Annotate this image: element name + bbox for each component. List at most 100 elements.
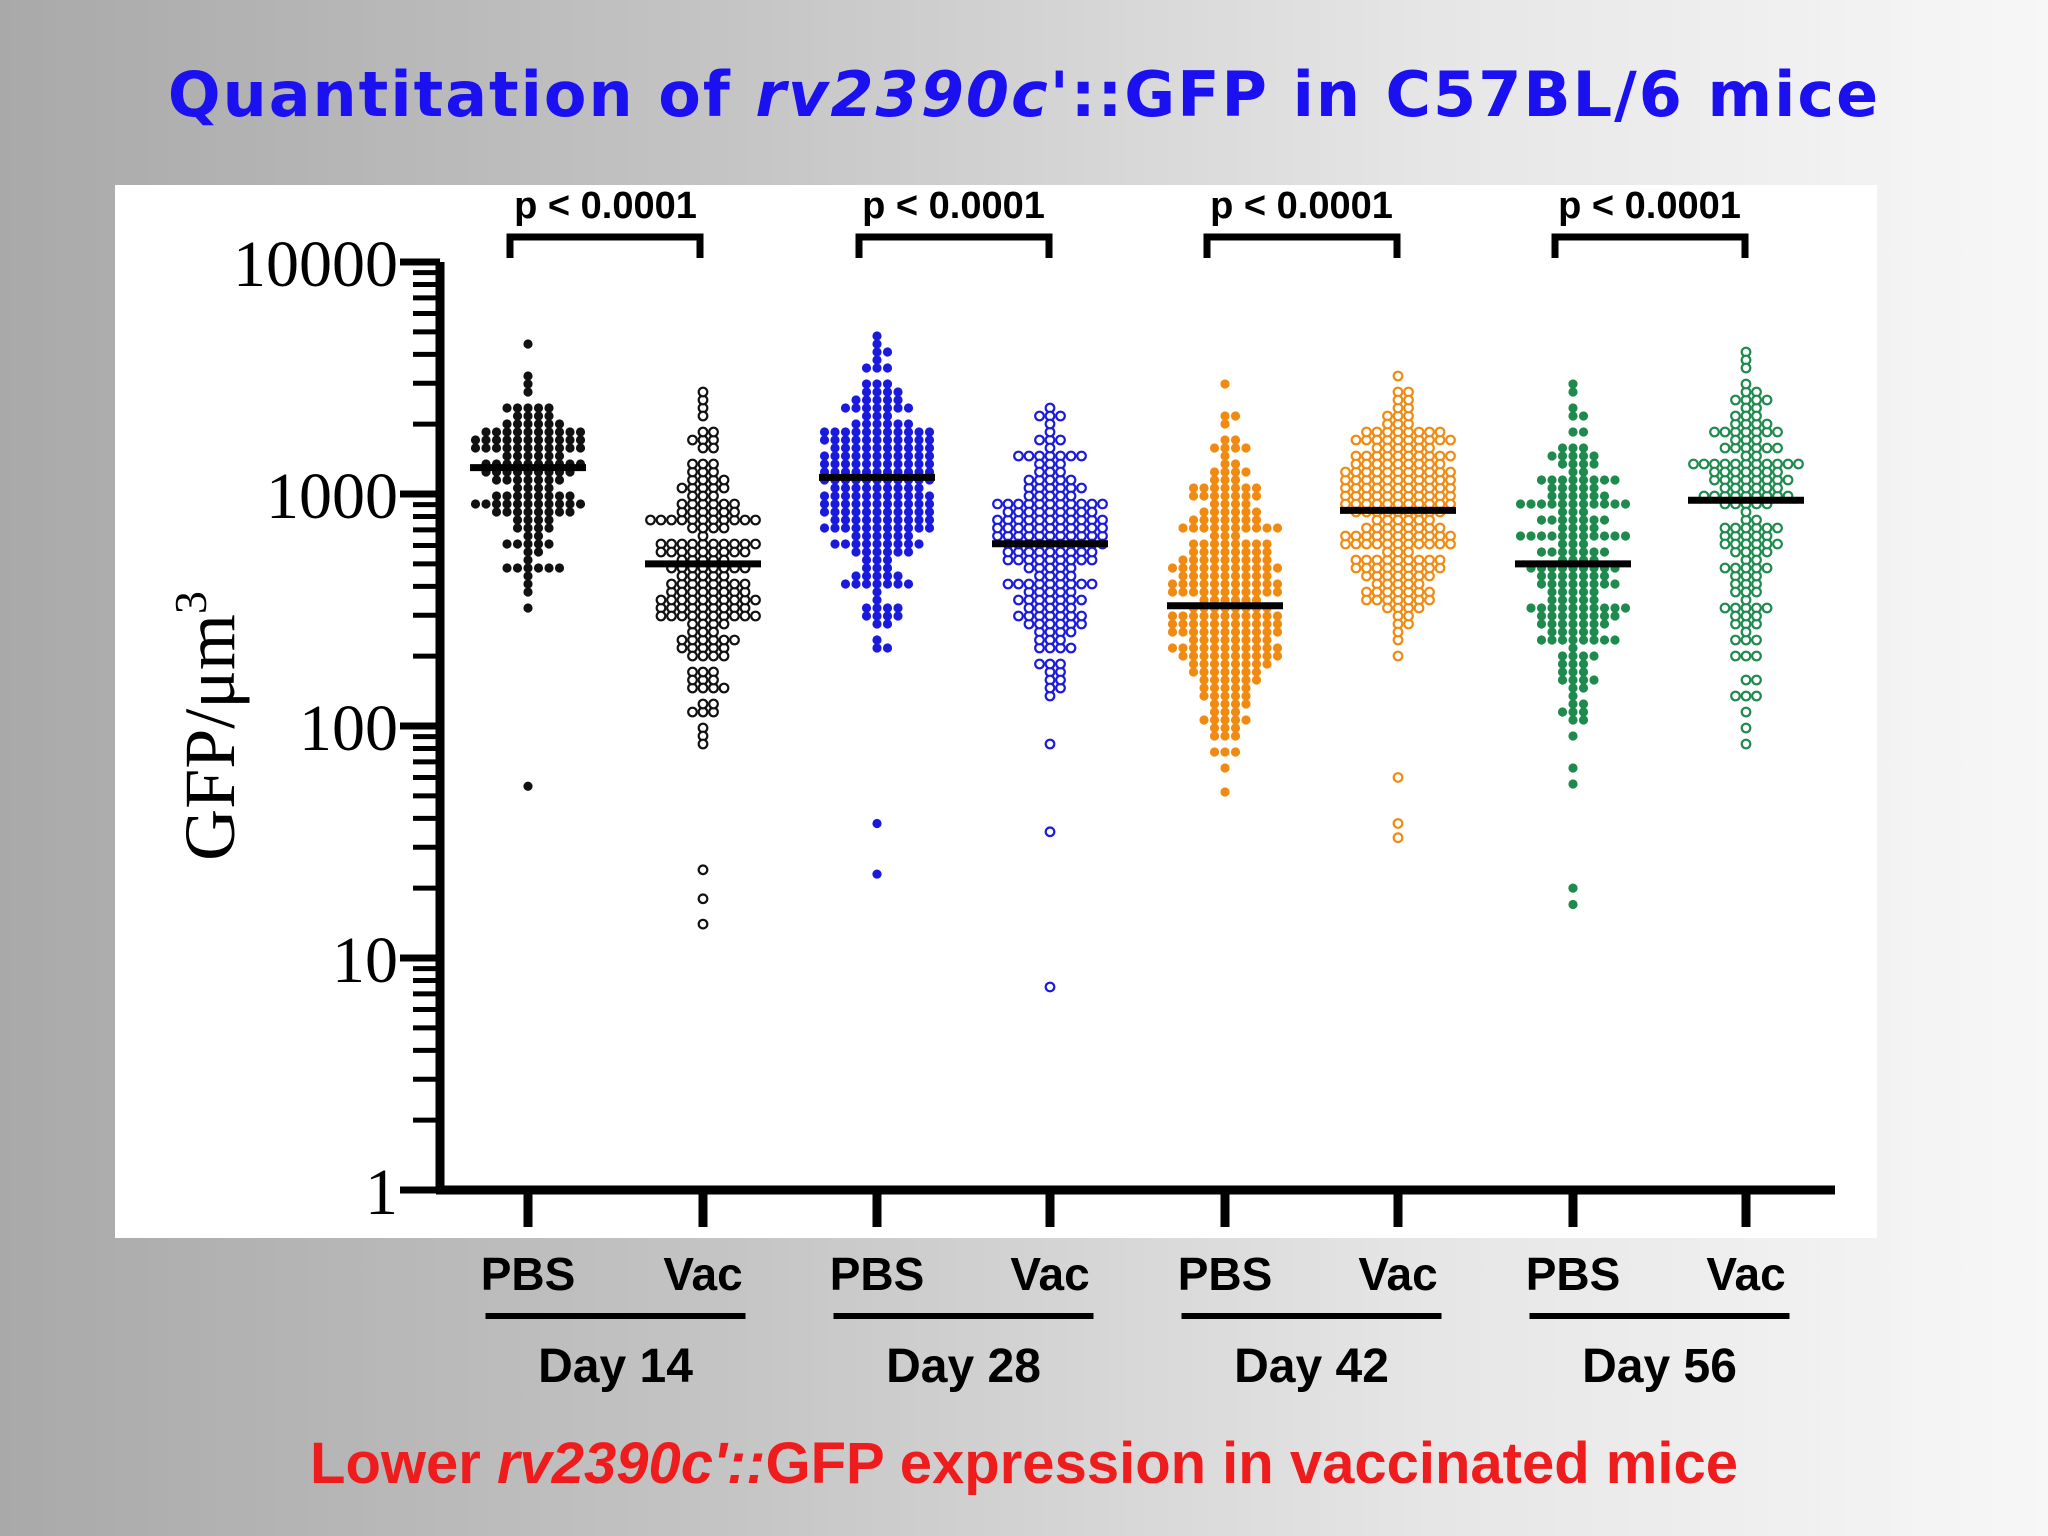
- data-point: [1751, 514, 1762, 526]
- data-point: [1241, 715, 1251, 725]
- data-point: [687, 650, 698, 662]
- data-point: [840, 523, 851, 533]
- data-point: [1568, 779, 1578, 789]
- data-point: [1167, 643, 1178, 653]
- data-point: [554, 419, 565, 429]
- data-point: [840, 427, 851, 437]
- data-point: [1262, 635, 1272, 645]
- data-point: [893, 387, 903, 397]
- data-point: [1241, 547, 1251, 557]
- data-point: [481, 427, 491, 437]
- data-point: [544, 435, 554, 445]
- data-point: [1413, 514, 1425, 526]
- data-point: [697, 650, 709, 662]
- data-point: [1220, 467, 1230, 477]
- data-point: [739, 578, 751, 590]
- data-point: [491, 427, 502, 437]
- data-point: [697, 426, 709, 438]
- data-point: [470, 443, 481, 453]
- data-point: [819, 427, 830, 437]
- data-point: [882, 619, 893, 629]
- data-point: [1188, 667, 1199, 677]
- data-point: [1361, 426, 1372, 438]
- significance-bracket: [1551, 233, 1749, 258]
- data-point: [1424, 426, 1435, 438]
- data-point: [1568, 579, 1578, 589]
- data-point: [861, 611, 872, 621]
- data-point: [1557, 507, 1568, 517]
- data-point: [1272, 579, 1283, 589]
- data-point: [544, 411, 554, 421]
- data-point: [523, 339, 533, 349]
- data-point: [544, 427, 554, 437]
- data-point: [523, 563, 533, 573]
- data-point: [523, 443, 533, 453]
- data-point: [1002, 506, 1014, 518]
- data-point: [1188, 555, 1199, 565]
- data-point: [1209, 611, 1220, 621]
- data-point: [1515, 531, 1526, 541]
- data-point: [1178, 571, 1188, 581]
- data-point: [1034, 514, 1045, 526]
- data-point: [861, 547, 872, 557]
- data-point: [1013, 594, 1024, 606]
- data-point: [512, 539, 523, 549]
- data-point: [1740, 410, 1752, 422]
- data-point: [1361, 522, 1372, 534]
- data-point: [1547, 579, 1557, 589]
- data-point: [1262, 539, 1272, 549]
- data-point: [1188, 491, 1199, 501]
- data-point: [512, 435, 523, 445]
- data-point: [1167, 587, 1178, 597]
- data-point: [1751, 482, 1762, 494]
- data-point: [554, 451, 565, 461]
- data-point: [676, 482, 688, 494]
- data-point: [1740, 586, 1752, 598]
- data-point: [1055, 434, 1066, 446]
- data-point: [1568, 731, 1578, 741]
- data-point: [861, 523, 872, 533]
- data-point: [872, 379, 882, 389]
- data-point: [1403, 482, 1414, 494]
- data-point: [512, 419, 523, 429]
- data-point: [1023, 602, 1035, 614]
- data-point: [1568, 523, 1578, 533]
- data-point: [1230, 539, 1241, 549]
- data-point: [872, 459, 882, 469]
- data-point: [1413, 482, 1425, 494]
- data-point: [1610, 603, 1620, 613]
- data-point: [1251, 659, 1262, 669]
- data-point: [830, 459, 840, 469]
- data-point: [544, 443, 554, 453]
- data-point: [1589, 675, 1599, 685]
- data-point: [1578, 619, 1589, 629]
- data-point: [1578, 675, 1589, 685]
- data-point: [861, 459, 872, 469]
- data-point: [1188, 563, 1199, 573]
- data-point: [1578, 571, 1589, 581]
- data-point: [861, 579, 872, 589]
- category-label: Vac: [1010, 1248, 1089, 1300]
- data-point: [924, 443, 935, 453]
- data-point: [861, 515, 872, 525]
- data-point: [1751, 434, 1762, 446]
- data-point: [1178, 523, 1188, 533]
- data-point: [523, 483, 533, 493]
- data-point: [1761, 602, 1773, 614]
- data-point: [1557, 443, 1568, 453]
- data-point: [1209, 579, 1220, 589]
- data-point: [655, 514, 667, 526]
- data-point: [1557, 523, 1568, 533]
- data-point: [1392, 370, 1404, 382]
- data-point: [1740, 562, 1752, 574]
- data-point: [523, 579, 533, 589]
- data-point: [1515, 499, 1526, 509]
- data-point: [1167, 579, 1178, 589]
- data-point: [1209, 491, 1220, 501]
- data-point: [575, 499, 586, 509]
- data-point: [893, 579, 903, 589]
- data-point: [1526, 531, 1536, 541]
- data-point: [1589, 587, 1599, 597]
- data-point: [1230, 515, 1241, 525]
- data-point: [1568, 619, 1578, 629]
